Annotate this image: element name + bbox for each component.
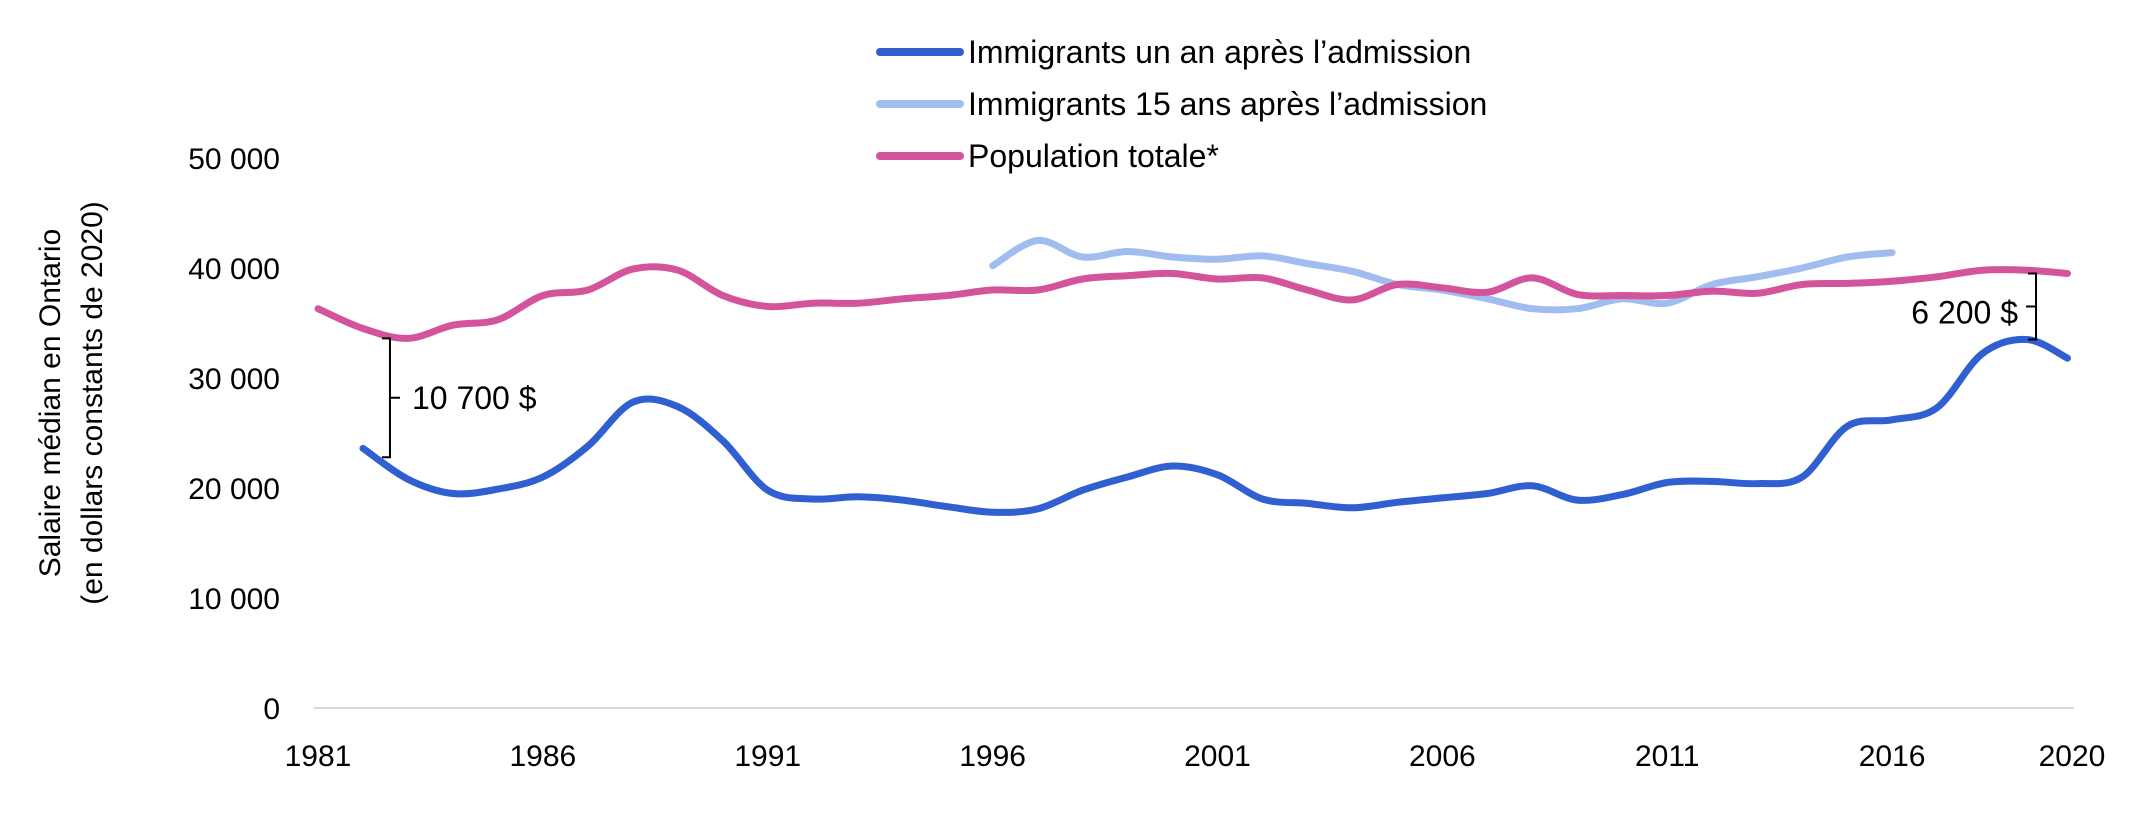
- series-line-total-population: [314, 263, 2071, 342]
- series-line-immigrants-1-year: [359, 335, 2071, 516]
- y-tick-label: 0: [263, 693, 280, 726]
- legend-item-immigrants-15-years: Immigrants 15 ans après l’admission: [876, 86, 1487, 122]
- gap-annotation-1982: 10 700 $: [381, 337, 537, 459]
- series-lines: [314, 236, 2071, 516]
- legend-label: Immigrants 15 ans après l’admission: [968, 86, 1487, 122]
- x-axis-ticks: 1981 1986 1991 1996 2001 2006 2011 2016 2020: [285, 740, 2106, 773]
- y-tick-label: 40 000: [188, 253, 280, 286]
- x-tick-label: 1991: [734, 740, 801, 773]
- gap-annotations: 10 700 $ 6 200 $: [381, 272, 2038, 459]
- gap-label: 10 700 $: [412, 380, 537, 416]
- x-tick-label: 1981: [285, 740, 352, 773]
- gap-label: 6 200 $: [1911, 295, 2018, 331]
- legend: Immigrants un an après l’admission Immigr…: [876, 34, 1487, 174]
- x-tick-label: 2016: [1859, 740, 1926, 773]
- gap-bracket: [2026, 272, 2038, 341]
- y-axis-label: Salaire médian en Ontario (en dollars con…: [34, 201, 109, 605]
- legend-item-total-population: Population totale*: [876, 138, 1219, 174]
- x-tick-label: 2011: [1635, 740, 1700, 773]
- x-tick-label: 1996: [959, 740, 1026, 773]
- x-tick-label: 2020: [2039, 740, 2106, 773]
- gap-annotation-2019: 6 200 $: [1911, 272, 2038, 341]
- y-tick-label: 50 000: [188, 143, 280, 176]
- legend-label: Immigrants un an après l’admission: [968, 34, 1471, 70]
- gap-bracket: [381, 337, 400, 459]
- y-axis-ticks: 0 10 000 20 000 30 000 40 000 50 000: [188, 143, 280, 726]
- y-tick-label: 10 000: [188, 583, 280, 616]
- y-axis-title: Salaire médian en Ontario (en dollars con…: [34, 201, 109, 605]
- legend-label: Population totale*: [968, 138, 1219, 174]
- x-tick-label: 2006: [1409, 740, 1476, 773]
- x-tick-label: 1986: [509, 740, 576, 773]
- y-tick-label: 30 000: [188, 363, 280, 396]
- x-tick-label: 2001: [1184, 740, 1251, 773]
- y-tick-label: 20 000: [188, 473, 280, 506]
- legend-item-immigrants-1-year: Immigrants un an après l’admission: [876, 34, 1471, 70]
